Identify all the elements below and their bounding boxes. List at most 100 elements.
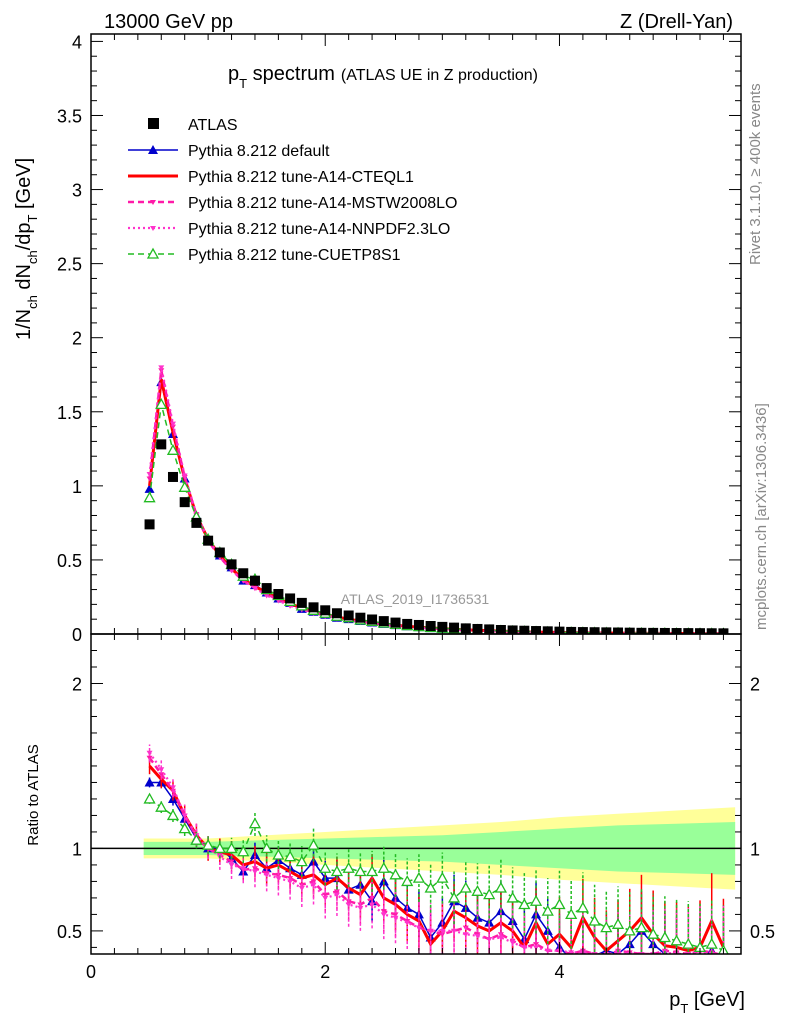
legend-entry-nnpdf: Pythia 8.212 tune-A14-NNPDF2.3LO [128, 221, 450, 238]
point-atlas [156, 439, 167, 450]
ratio-point-cuetp [155, 800, 168, 812]
ratio-point-nnpdf [380, 912, 387, 918]
point-cuetp [178, 480, 191, 492]
point-atlas [449, 622, 460, 633]
ratio-point-cuetp [202, 838, 215, 850]
ratio-point-nnpdf [427, 928, 434, 934]
point-cuetp [143, 491, 156, 503]
point-atlas [320, 605, 331, 616]
point-atlas [413, 619, 424, 630]
ratio-point-nnpdf [474, 933, 481, 939]
ratio-point-nnpdf [486, 937, 493, 943]
point-atlas [355, 612, 366, 623]
ratio-point-cuetp [506, 891, 519, 903]
point-atlas [706, 628, 717, 634]
y-tick-label: 1.5 [57, 403, 82, 423]
point-atlas [261, 583, 272, 594]
ratio-point-default [144, 777, 155, 787]
legend: ATLAS Pythia 8.212 default Pythia 8.212 tu… [128, 117, 457, 264]
legend-marker-mstw [150, 200, 156, 205]
x-tick-label: 0 [86, 962, 96, 982]
ratio-point-cuetp [401, 875, 414, 887]
ratio-point-nnpdf [287, 879, 294, 885]
ratio-point-default [571, 953, 572, 954]
ratio-point-cuetp [283, 850, 297, 862]
legend-marker-atlas [148, 118, 159, 129]
legend-marker-nnpdf [150, 226, 156, 231]
ratio-point-cuetp [319, 861, 332, 873]
ratio-point-mstw [333, 889, 340, 895]
point-atlas [542, 626, 553, 634]
x-axis-label: pT [GeV] [669, 989, 745, 1016]
point-nnpdf [228, 568, 235, 574]
ratio-point-cuetp [529, 894, 543, 906]
point-atlas [378, 616, 389, 627]
ratio-point-nnpdf [322, 895, 329, 901]
point-default [144, 483, 155, 493]
ratio-point-nnpdf [240, 866, 247, 872]
ratio-point-cuetp [588, 914, 601, 926]
ratio-point-nnpdf [462, 932, 469, 938]
point-atlas [495, 625, 506, 634]
ratio-band-group [91, 807, 741, 890]
point-nnpdf [158, 365, 165, 371]
ratio-point-default [695, 957, 705, 966]
ratio-point-cuetp [389, 868, 402, 880]
ratio-series-group [143, 744, 729, 966]
point-atlas [273, 589, 284, 599]
ratio-point-cuetp [365, 865, 379, 877]
point-atlas [402, 618, 413, 629]
header-right: Z (Drell-Yan) [620, 11, 733, 33]
ratio-y-tick-label-right: 0.5 [750, 922, 775, 942]
ratio-point-nnpdf [310, 882, 317, 888]
legend-entry-cteql1: Pythia 8.212 tune-A14-CTEQL1 [128, 169, 414, 186]
legend-label-mstw: Pythia 8.212 tune-A14-MSTW2008LO [188, 195, 457, 212]
point-mstw [169, 424, 176, 430]
point-atlas [636, 627, 647, 634]
ratio-point-cuetp [237, 845, 250, 857]
y-tick-label: 2.5 [57, 255, 82, 275]
ratio-point-nnpdf [369, 902, 376, 908]
ratio-point-cuetp [447, 891, 461, 903]
y-tick-label: 0.5 [57, 551, 82, 571]
ratio-point-nnpdf [404, 920, 411, 926]
x-tick-label: 2 [320, 962, 330, 982]
point-mstw [146, 476, 153, 482]
point-atlas [659, 627, 670, 634]
legend-entry-default: Pythia 8.212 default [128, 143, 330, 160]
ratio-point-cuetp [424, 881, 437, 893]
y-tick-label: 0 [72, 625, 82, 645]
ratio-point-cuetp [190, 833, 203, 845]
ratio-point-cuetp [553, 898, 566, 910]
ratio-point-cuetp [682, 937, 695, 949]
ratio-point-cuetp [658, 931, 671, 943]
y-tick-label: 4 [72, 32, 82, 52]
ratio-point-mstw [251, 866, 258, 872]
point-nnpdf [263, 593, 270, 599]
ratio-point-cuetp [623, 924, 636, 936]
point-atlas [308, 602, 319, 613]
plot-title: pT spectrum (ATLAS UE in Z production) [228, 63, 538, 91]
ratio-point-cuetp [611, 917, 625, 929]
y-tick-label: 2 [72, 329, 82, 349]
ratio-point-nnpdf [298, 886, 305, 892]
ratio-point-cuetp [178, 822, 191, 834]
ratio-point-cuetp [459, 881, 472, 893]
ratio-point-mstw [533, 942, 540, 948]
ratio-y-tick-label: 1 [72, 839, 82, 859]
point-atlas [589, 627, 600, 634]
ratio-point-cuetp [705, 937, 718, 949]
ratio-point-nnpdf [497, 935, 504, 941]
ratio-point-nnpdf [451, 928, 458, 934]
ratio-point-cuetp [295, 855, 308, 867]
ratio-point-cuetp [483, 888, 496, 900]
point-atlas [238, 568, 249, 579]
ratio-point-nnpdf [509, 940, 516, 946]
point-atlas [519, 625, 530, 634]
point-atlas [425, 621, 436, 631]
ratio-point-cuetp [670, 934, 683, 946]
ratio-point-cuetp [307, 838, 320, 850]
point-atlas [167, 471, 178, 482]
ratio-point-nnpdf [169, 785, 176, 791]
ratio-y-tick-label: 2 [72, 674, 82, 694]
